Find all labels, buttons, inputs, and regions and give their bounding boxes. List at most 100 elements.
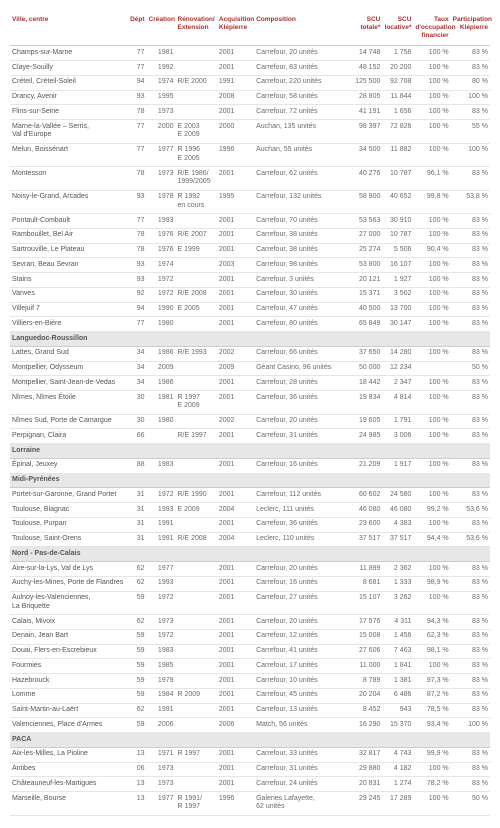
cell-ville: Épinal, Jeuxey bbox=[10, 458, 126, 473]
cell-participation: 83 % bbox=[451, 674, 490, 689]
cell-scu-totale: 50 000 bbox=[347, 361, 382, 376]
cell-creation: 1977 bbox=[147, 562, 176, 577]
cell-scu-totale: 40 500 bbox=[347, 302, 382, 317]
cell-ville: Créteil, Créteil-Soleil bbox=[10, 75, 126, 90]
cell-scu-locative: 40 652 bbox=[382, 190, 413, 214]
table-row: Saint-Martin-au-Laërt6219912001Carrefour… bbox=[10, 703, 490, 718]
region-row: Nord - Pas-de-Calais bbox=[10, 547, 490, 562]
cell-scu-locative: 3 006 bbox=[382, 429, 413, 444]
cell-acquisition: 2001 bbox=[217, 105, 254, 120]
cell-creation: 1995 bbox=[147, 90, 176, 105]
cell-composition: Carrefour, 45 unités bbox=[254, 688, 347, 703]
cell-composition: Carrefour, 28 unités bbox=[254, 376, 347, 391]
cell-renovation bbox=[176, 376, 217, 391]
cell-participation: 83 % bbox=[451, 762, 490, 777]
cell-scu-locative: 11 882 bbox=[382, 143, 413, 167]
cell-renovation: R 1996E 2005 bbox=[176, 143, 217, 167]
cell-scu-totale: 11 000 bbox=[347, 659, 382, 674]
table-row: Pontault-Combault7719932001Carrefour, 70… bbox=[10, 214, 490, 229]
cell-scu-totale: 32 817 bbox=[347, 747, 382, 762]
cell-taux: 100 % bbox=[413, 228, 450, 243]
cell-acquisition: 2001 bbox=[217, 391, 254, 415]
cell-scu-locative: 1 274 bbox=[382, 777, 413, 792]
cell-ville: Montpellier, Odysseum bbox=[10, 361, 126, 376]
cell-dept: 31 bbox=[126, 532, 147, 547]
cell-dept: 31 bbox=[126, 517, 147, 532]
cell-renovation: E 1999 bbox=[176, 243, 217, 258]
region-label: PACA bbox=[10, 733, 490, 748]
cell-composition: Carrefour, 38 unités bbox=[254, 228, 347, 243]
cell-dept: 77 bbox=[126, 46, 147, 61]
cell-dept: 78 bbox=[126, 243, 147, 258]
table-body: Champs-sur-Marne7719812001Carrefour, 20 … bbox=[10, 46, 490, 815]
cell-taux: 78,2 % bbox=[413, 777, 450, 792]
cell-participation: 100 % bbox=[451, 143, 490, 167]
cell-composition: Carrefour, 20 unités bbox=[254, 414, 347, 429]
cell-renovation bbox=[176, 644, 217, 659]
cell-renovation bbox=[176, 659, 217, 674]
cell-creation: 1981 bbox=[147, 46, 176, 61]
cell-creation: 1976 bbox=[147, 243, 176, 258]
cell-participation: 83 % bbox=[451, 659, 490, 674]
cell-ville: Nîmes Sud, Porte de Camargue bbox=[10, 414, 126, 429]
cell-renovation: R/E 2008 bbox=[176, 532, 217, 547]
region-label: Midi-Pyrénées bbox=[10, 473, 490, 488]
cell-taux: 100 % bbox=[413, 105, 450, 120]
cell-participation: 50 % bbox=[451, 361, 490, 376]
cell-scu-locative: 10 787 bbox=[382, 167, 413, 191]
table-row: Montpellier, Odysseum3420092009Géant Cas… bbox=[10, 361, 490, 376]
cell-taux: 90,4 % bbox=[413, 243, 450, 258]
cell-taux: 100 % bbox=[413, 659, 450, 674]
table-row: Rambouillet, Bel Air781976R/E 20072001Ca… bbox=[10, 228, 490, 243]
cell-dept: 59 bbox=[126, 659, 147, 674]
cell-ville: Douai, Flers-en-Escrebieux bbox=[10, 644, 126, 659]
cell-ville: Nîmes, Nîmes Étoile bbox=[10, 391, 126, 415]
cell-taux: 100 % bbox=[413, 488, 450, 503]
cell-scu-locative: 37 517 bbox=[382, 532, 413, 547]
cell-ville: Melun, Boissénart bbox=[10, 143, 126, 167]
cell-composition: Carrefour, 10 unités bbox=[254, 674, 347, 689]
cell-scu-locative: 16 107 bbox=[382, 258, 413, 273]
cell-taux: 100 % bbox=[413, 273, 450, 288]
cell-acquisition: 2001 bbox=[217, 644, 254, 659]
cell-composition: Auchan, 135 unités bbox=[254, 120, 347, 144]
cell-scu-locative: 4 182 bbox=[382, 762, 413, 777]
cell-participation: 83 % bbox=[451, 228, 490, 243]
cell-renovation bbox=[176, 105, 217, 120]
cell-scu-locative: 1 791 bbox=[382, 414, 413, 429]
table-row: Toulouse, Saint-Orens311991R/E 20082004L… bbox=[10, 532, 490, 547]
properties-table: Ville, centre Dépt Création Rénovation/E… bbox=[10, 12, 490, 816]
cell-creation: 1993 bbox=[147, 576, 176, 591]
cell-composition: Carrefour, 47 unités bbox=[254, 302, 347, 317]
cell-scu-totale: 20 204 bbox=[347, 688, 382, 703]
cell-ville: Pontault-Combault bbox=[10, 214, 126, 229]
cell-creation: 1983 bbox=[147, 458, 176, 473]
cell-ville: Claye-Souilly bbox=[10, 61, 126, 76]
table-row: Villejuif 7941990E 20052001Carrefour, 47… bbox=[10, 302, 490, 317]
cell-participation: 83 % bbox=[451, 214, 490, 229]
cell-scu-totale: 15 008 bbox=[347, 629, 382, 644]
cell-participation: 55 % bbox=[451, 120, 490, 144]
cell-dept: 13 bbox=[126, 777, 147, 792]
cell-creation: 1980 bbox=[147, 414, 176, 429]
cell-dept: 77 bbox=[126, 143, 147, 167]
cell-creation: 1973 bbox=[147, 167, 176, 191]
cell-creation bbox=[147, 429, 176, 444]
cell-composition: Carrefour, 36 unités bbox=[254, 391, 347, 415]
cell-taux: 78,5 % bbox=[413, 703, 450, 718]
cell-composition: Carrefour, 72 unités bbox=[254, 105, 347, 120]
cell-scu-locative: 1 758 bbox=[382, 46, 413, 61]
cell-ville: Aulnoy-les-Valenciennes,La Briquette bbox=[10, 591, 126, 615]
table-row: Melun, Boissénart771977R 1996E 20051996A… bbox=[10, 143, 490, 167]
cell-ville: Hazebrouck bbox=[10, 674, 126, 689]
table-row: Nîmes Sud, Porte de Camargue3019802002Ca… bbox=[10, 414, 490, 429]
cell-creation: 1993 bbox=[147, 503, 176, 518]
cell-dept: 13 bbox=[126, 747, 147, 762]
cell-creation: 2009 bbox=[147, 361, 176, 376]
cell-composition: Carrefour, 41 unités bbox=[254, 644, 347, 659]
cell-scu-locative: 1 333 bbox=[382, 576, 413, 591]
cell-renovation: R 2009 bbox=[176, 688, 217, 703]
cell-scu-locative: 2 362 bbox=[382, 562, 413, 577]
cell-dept: 94 bbox=[126, 302, 147, 317]
table-row: Lattes, Grand Sud341986R/E 19932002Carre… bbox=[10, 346, 490, 361]
